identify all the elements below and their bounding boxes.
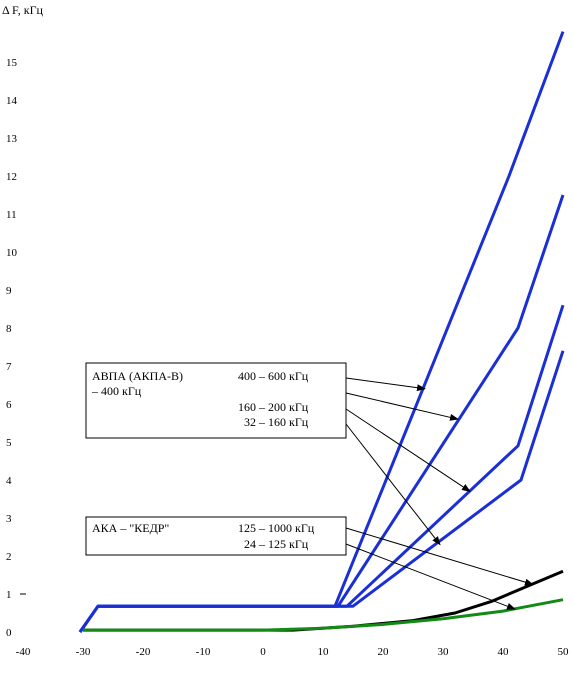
series-line-6 (83, 598, 564, 632)
y-axis-label: Δ F, кГц (2, 3, 44, 17)
y-tick-label: 0 (6, 627, 12, 639)
y-tick-label: 14 (6, 95, 18, 107)
y-tick-label: 6 (6, 399, 12, 411)
x-tick-labels: -40 -30 -20 -10 0 10 20 30 40 50 (16, 646, 569, 658)
y-tick-label: 3 (6, 513, 12, 525)
annotation-aka-box (85, 516, 347, 556)
y-tick-label: 4 (6, 475, 12, 487)
y-tick-label: 11 (6, 209, 17, 221)
annotation-arrow-avpa-1 (345, 377, 426, 392)
y-tick-label: 13 (6, 133, 18, 145)
y-tick-label: 7 (6, 361, 12, 373)
x-tick-label: -40 (16, 646, 31, 658)
x-tick-label: 50 (558, 646, 570, 658)
annotation-avpa-subtitle: – 400 кГц (91, 384, 142, 398)
y-tick-label: 12 (6, 171, 17, 183)
series-layer (78, 31, 565, 633)
series-line-5 (83, 569, 564, 632)
annotation-arrow-avpa-2 (345, 392, 459, 421)
y-tick-label: 15 (6, 57, 18, 69)
y-tick-label: 8 (6, 323, 12, 335)
x-tick-label: -20 (136, 646, 151, 658)
annotation-avpa-label-2: 160 – 200 кГц (238, 400, 309, 414)
y-tick-label: 10 (6, 247, 18, 259)
y-tick-label: 2 (6, 551, 12, 563)
annotation-avpa-title: АВПА (АКПА-В) (92, 369, 183, 383)
annotation-arrow-aka-1 (345, 527, 534, 586)
annotation-aka-title: АКА – "КЕДР" (92, 521, 169, 535)
x-tick-label: 20 (378, 646, 390, 658)
y-tick-label: 1 (6, 589, 12, 601)
annotation-aka-label-2: 24 – 125 кГц (244, 537, 309, 551)
series-line-4 (78, 350, 565, 633)
y-tick-label: 9 (6, 285, 12, 297)
x-tick-label: 10 (318, 646, 330, 658)
annotation-arrow-avpa-4 (345, 423, 441, 546)
annotation-avpa: АВПА (АКПА-В) – 400 кГц 400 – 600 кГц 16… (85, 362, 347, 439)
annotation-aka: АКА – "КЕДР" 125 – 1000 кГц 24 – 125 кГц (85, 516, 347, 556)
annotation-avpa-label-1: 400 – 600 кГц (238, 369, 309, 383)
x-tick-label: -30 (76, 646, 91, 658)
annotation-arrow-avpa-3 (345, 408, 471, 492)
annotation-arrow-aka-2 (345, 543, 516, 610)
x-tick-label: 30 (438, 646, 450, 658)
series-line-3 (78, 304, 565, 633)
annotation-avpa-box (85, 362, 347, 439)
annotation-aka-label-1: 125 – 1000 кГц (238, 521, 315, 535)
annotation-avpa-label-3: 32 – 160 кГц (244, 415, 309, 429)
x-tick-label: 0 (260, 646, 266, 658)
x-tick-label: 40 (498, 646, 510, 658)
annotation-arrows (345, 377, 534, 610)
x-tick-label: -10 (196, 646, 211, 658)
y-tick-label: 5 (6, 437, 12, 449)
